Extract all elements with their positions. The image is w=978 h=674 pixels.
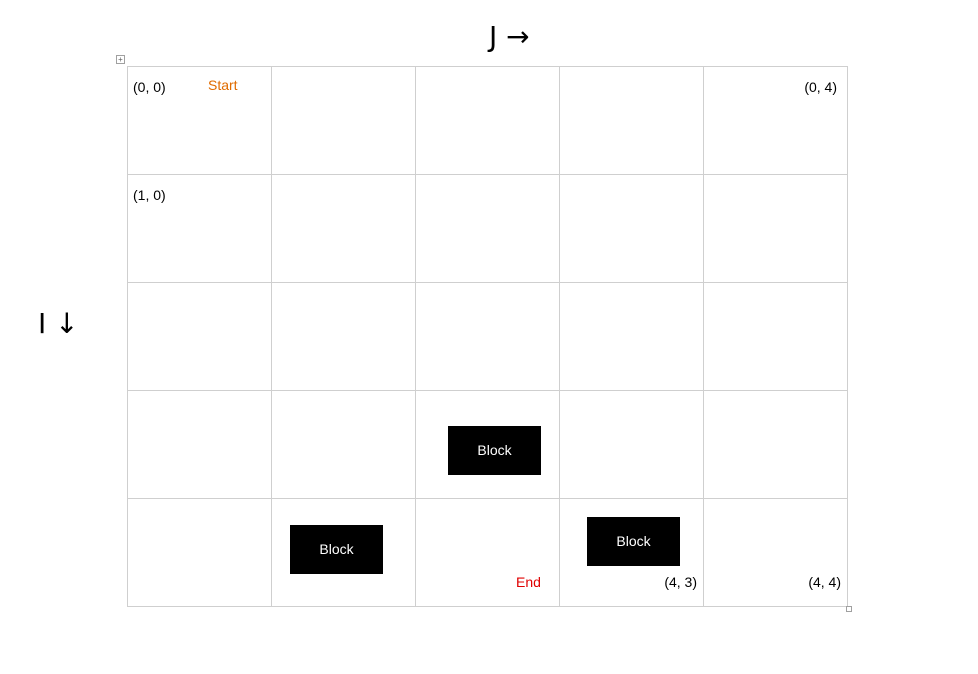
- coord-label-1-0: (1, 0): [133, 187, 166, 203]
- i-axis-label: I ↓: [38, 307, 79, 340]
- cell-2-3: [559, 282, 704, 391]
- cell-4-0: [127, 498, 272, 607]
- cell-4-3: Block (4, 3): [559, 498, 704, 607]
- cell-3-1: [271, 390, 416, 499]
- grid-row-1: (1, 0): [127, 174, 848, 283]
- cell-0-2: [415, 66, 560, 175]
- coord-label-4-3: (4, 3): [664, 574, 697, 590]
- block-4-1: Block: [290, 525, 383, 574]
- j-axis-label: J →: [489, 20, 530, 53]
- cell-1-2: [415, 174, 560, 283]
- cell-2-4: [703, 282, 848, 391]
- cell-1-0: (1, 0): [127, 174, 272, 283]
- cell-4-4: (4, 4): [703, 498, 848, 607]
- table-resize-handle[interactable]: [846, 606, 852, 612]
- cell-3-2: Block: [415, 390, 560, 499]
- grid-row-2: [127, 282, 848, 391]
- grid-row-4: Block End Block (4, 3) (4, 4): [127, 498, 848, 607]
- start-label: Start: [208, 77, 238, 93]
- cell-0-4: (0, 4): [703, 66, 848, 175]
- coord-label-4-4: (4, 4): [808, 574, 841, 590]
- coord-label-0-4: (0, 4): [804, 79, 837, 95]
- cell-4-1: Block: [271, 498, 416, 607]
- grid-row-3: Block: [127, 390, 848, 499]
- grid-row-0: (0, 0) Start (0, 4): [127, 66, 848, 175]
- cell-1-1: [271, 174, 416, 283]
- end-label: End: [516, 574, 541, 590]
- cell-3-4: [703, 390, 848, 499]
- cell-0-1: [271, 66, 416, 175]
- cell-2-0: [127, 282, 272, 391]
- block-4-3: Block: [587, 517, 680, 566]
- cell-0-3: [559, 66, 704, 175]
- cell-1-4: [703, 174, 848, 283]
- cell-3-3: [559, 390, 704, 499]
- table-move-handle-icon[interactable]: +: [116, 55, 125, 64]
- cell-1-3: [559, 174, 704, 283]
- cell-4-2: End: [415, 498, 560, 607]
- cell-0-0: (0, 0) Start: [127, 66, 272, 175]
- cell-3-0: [127, 390, 272, 499]
- coord-label-0-0: (0, 0): [133, 79, 166, 95]
- block-3-2: Block: [448, 426, 541, 475]
- cell-2-2: [415, 282, 560, 391]
- cell-2-1: [271, 282, 416, 391]
- grid-table: (0, 0) Start (0, 4) (1, 0) Block: [127, 66, 848, 607]
